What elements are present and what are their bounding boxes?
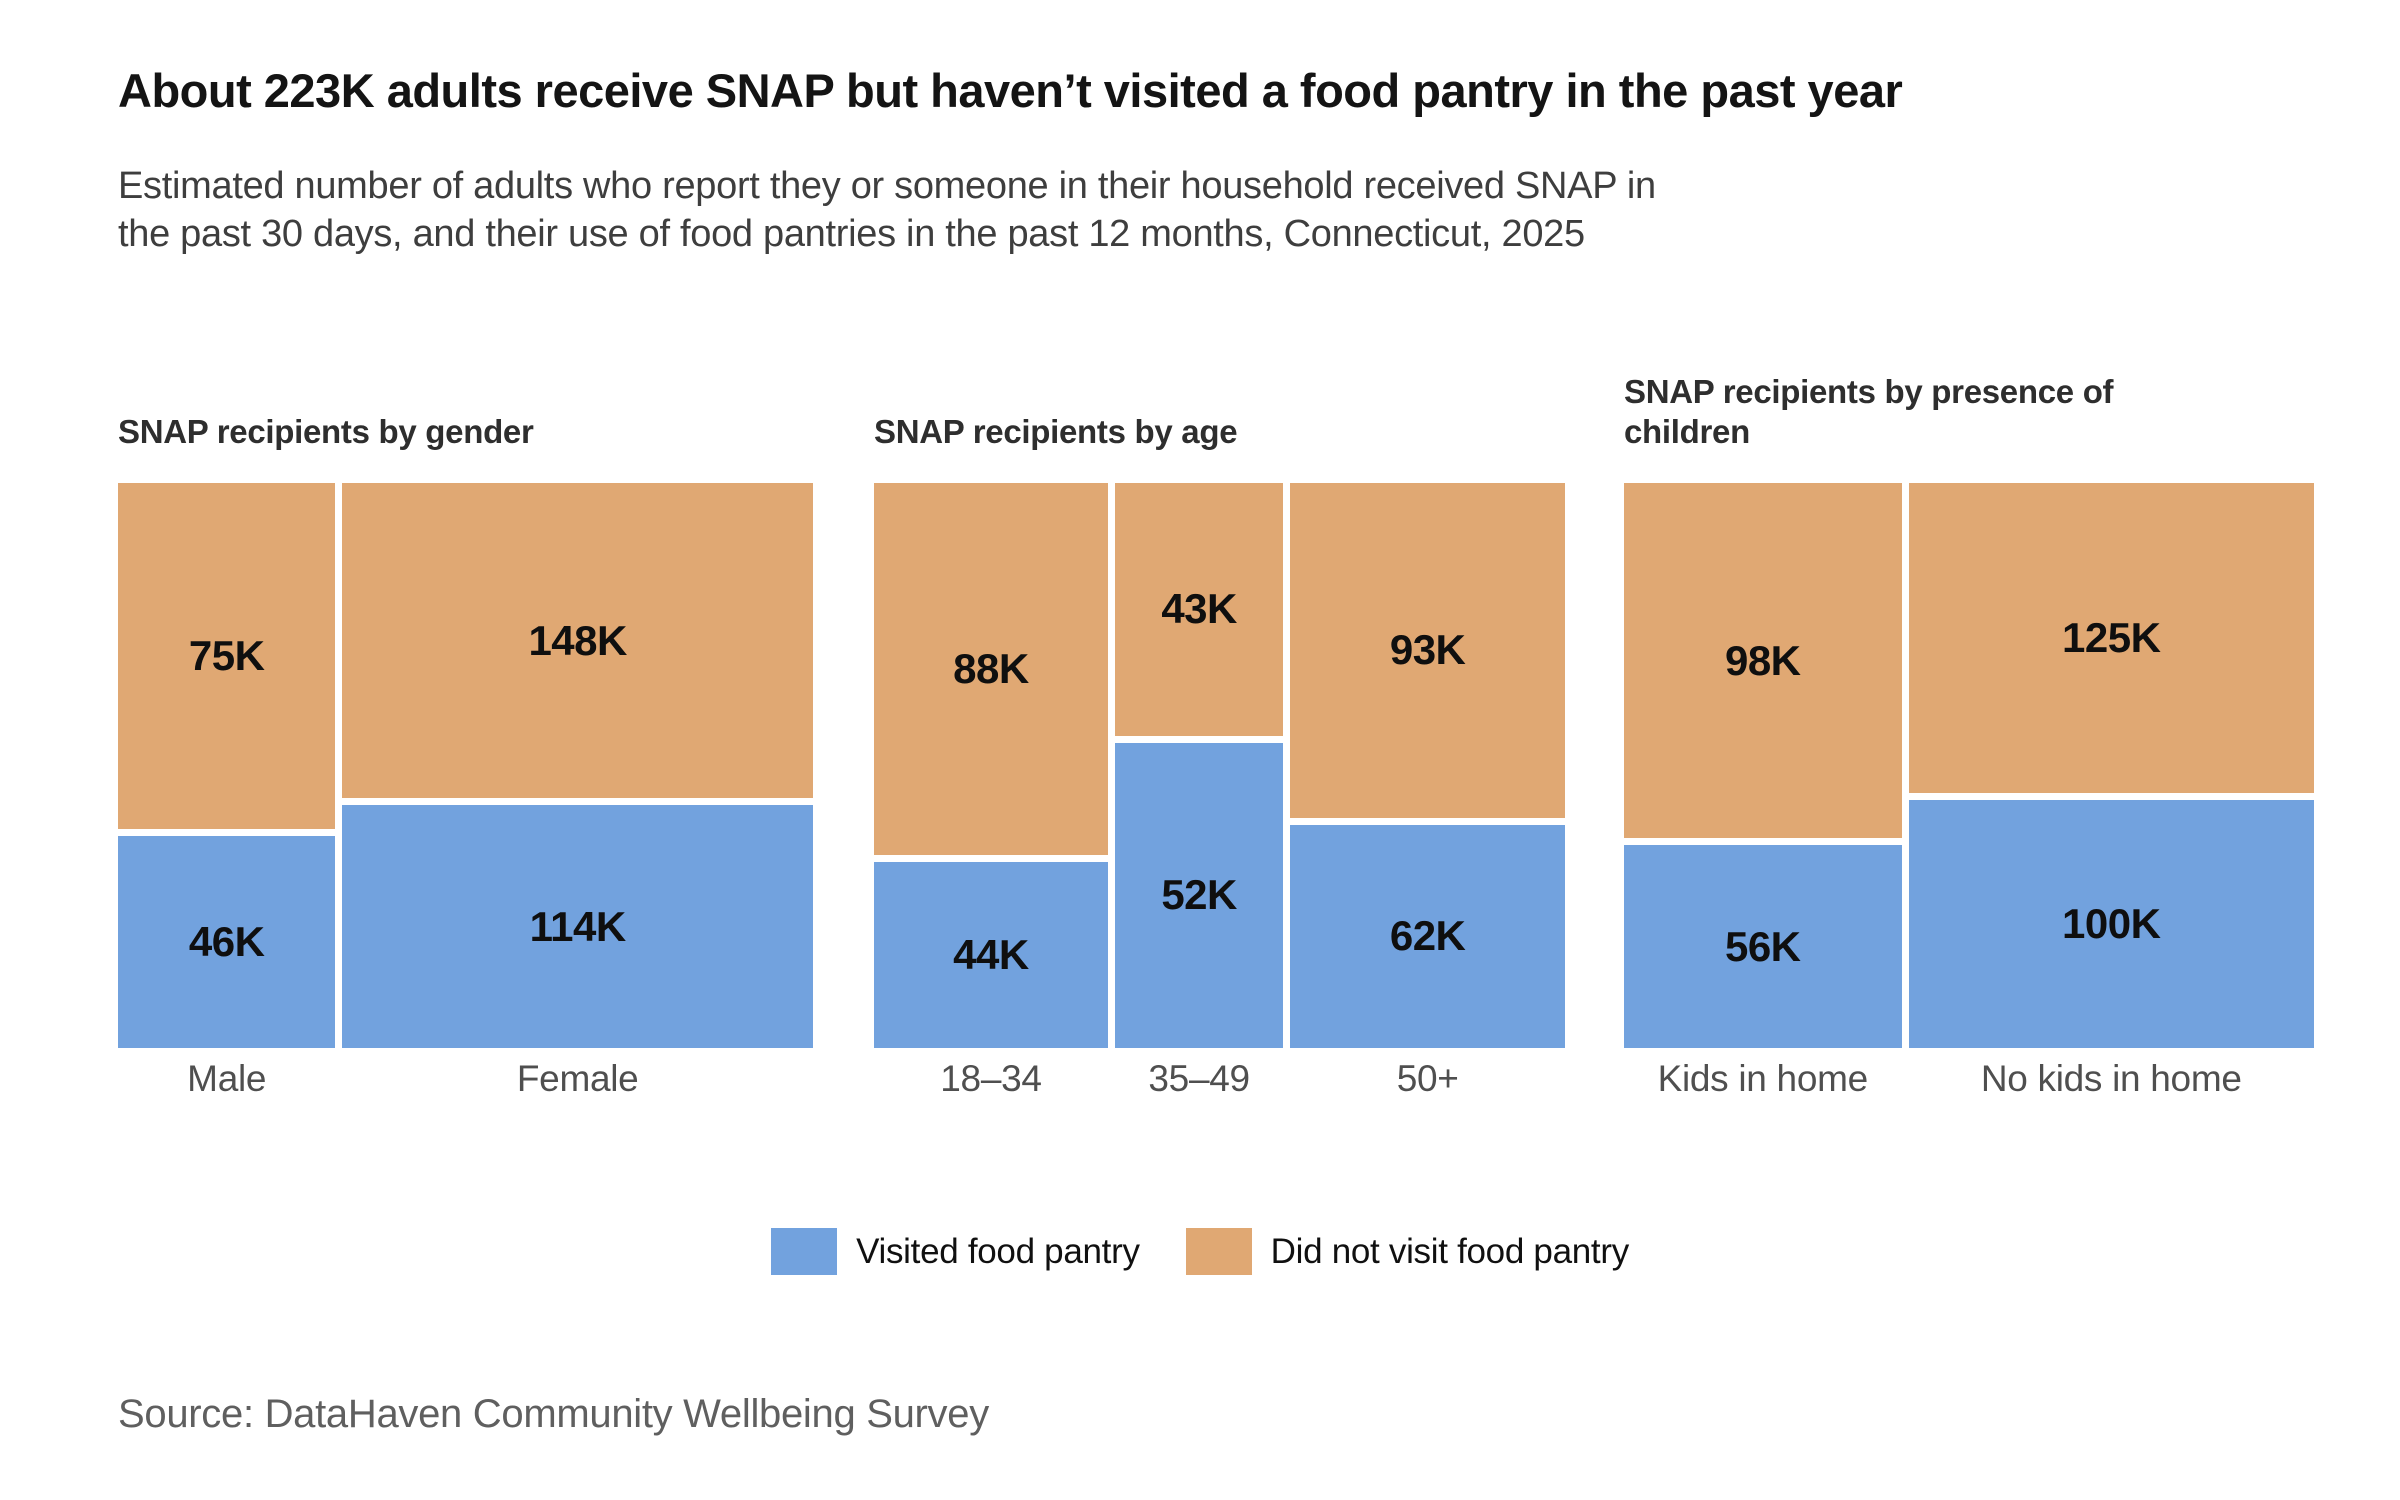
mosaic-block-visited: 52K (1114, 742, 1284, 1048)
subtitle-line-2: the past 30 days, and their use of food … (118, 213, 1585, 255)
not-visited-swatch-icon (1185, 1228, 1252, 1275)
mosaic-block-not-visited: 125K (1908, 483, 2314, 793)
value-label: 100K (2062, 900, 2161, 947)
mosaic-bars-age: 88K 44K 43K 52K 93K 62K (874, 483, 1565, 1048)
legend-item-visited: Visited food pantry (771, 1228, 1140, 1275)
value-label: 46K (188, 917, 265, 965)
column-gap (1107, 483, 1115, 1048)
column-gap (1283, 483, 1291, 1048)
value-label: 75K (188, 631, 265, 679)
mosaic-column: 148K 114K (342, 483, 813, 1048)
mosaic-column: 43K 52K (1114, 483, 1284, 1048)
mosaic-column: 98K 56K (1624, 483, 1902, 1048)
mosaic-bars-gender: 75K 46K 148K 114K (118, 483, 813, 1048)
mosaic-column: 93K 62K (1290, 483, 1565, 1048)
panel-gender: SNAP recipients by gender 75K 46K 148K 114K M… (118, 0, 813, 1500)
chart-subtitle: Estimated number of adults who report th… (118, 162, 1656, 258)
category-label: Female (516, 1058, 639, 1099)
block-gap (342, 798, 813, 806)
panel-header-gender: SNAP recipients by gender (118, 413, 534, 450)
value-label: 114K (529, 902, 627, 950)
value-label: 93K (1389, 626, 1466, 674)
legend-label-not-visited: Did not visit food pantry (1270, 1231, 1630, 1271)
category-label: No kids in home (1980, 1058, 2242, 1099)
value-label: 62K (1389, 912, 1466, 960)
category-labels-children: Kids in home No kids in home (1624, 1058, 2314, 1100)
block-gap (1624, 838, 1902, 846)
value-label: 43K (1161, 585, 1237, 633)
category-label: 50+ (1396, 1058, 1459, 1099)
mosaic-block-visited: 100K (1908, 800, 2314, 1048)
mosaic-block-not-visited: 98K (1624, 483, 1902, 839)
mosaic-column: 125K 100K (1908, 483, 2314, 1048)
block-gap (1114, 735, 1284, 743)
block-gap (874, 855, 1108, 862)
block-gap (1908, 793, 2314, 800)
category-labels-age: 18–34 35–49 50+ (874, 1058, 1565, 1100)
panel-children: SNAP recipients by presence of children 9… (1624, 0, 2314, 1500)
mosaic-block-not-visited: 93K (1290, 483, 1565, 818)
panel-header-age: SNAP recipients by age (874, 413, 1238, 450)
mosaic-block-visited: 44K (874, 862, 1108, 1048)
visited-swatch-icon (771, 1228, 838, 1275)
mosaic-block-visited: 46K (118, 835, 336, 1048)
source-note: Source: DataHaven Community Wellbeing Su… (118, 1392, 989, 1436)
mosaic-column: 75K 46K (118, 483, 336, 1048)
category-label: 18–34 (940, 1058, 1042, 1099)
category-labels-gender: Male Female (118, 1058, 813, 1100)
mosaic-block-not-visited: 148K (342, 483, 813, 799)
block-gap (1290, 817, 1565, 825)
panel-age: SNAP recipients by age 88K 44K 43K 52K 93K 62K… (874, 0, 1565, 1500)
mosaic-column: 88K 44K (874, 483, 1108, 1048)
value-label: 148K (528, 616, 627, 664)
mosaic-bars-children: 98K 56K 125K 100K (1624, 483, 2314, 1048)
mosaic-block-not-visited: 88K (874, 483, 1108, 855)
column-gap (335, 483, 343, 1048)
value-label: 56K (1724, 922, 1801, 970)
chart-title: About 223K adults receive SNAP but haven… (118, 64, 1903, 117)
legend-label-visited: Visited food pantry (856, 1231, 1140, 1271)
category-label: Male (187, 1058, 267, 1099)
value-label: 125K (2062, 614, 2161, 661)
category-label: Kids in home (1657, 1058, 1869, 1099)
value-label: 52K (1161, 871, 1237, 919)
block-gap (118, 828, 336, 836)
mosaic-block-visited: 114K (342, 805, 813, 1048)
legend-item-not-visited: Did not visit food pantry (1185, 1228, 1630, 1275)
category-label: 35–49 (1148, 1058, 1250, 1099)
subtitle-line-1: Estimated number of adults who report th… (118, 165, 1656, 207)
value-label: 98K (1724, 636, 1801, 684)
legend: Visited food pantry Did not visit food p… (0, 1228, 2400, 1275)
mosaic-block-not-visited: 75K (118, 483, 336, 829)
column-gap (1901, 483, 1909, 1048)
mosaic-block-visited: 62K (1290, 824, 1565, 1048)
mosaic-block-visited: 56K (1624, 845, 1902, 1048)
value-label: 44K (953, 931, 1029, 978)
value-label: 88K (953, 645, 1029, 692)
panel-header-children: SNAP recipients by presence of children (1624, 373, 2114, 450)
mosaic-block-not-visited: 43K (1114, 483, 1284, 736)
